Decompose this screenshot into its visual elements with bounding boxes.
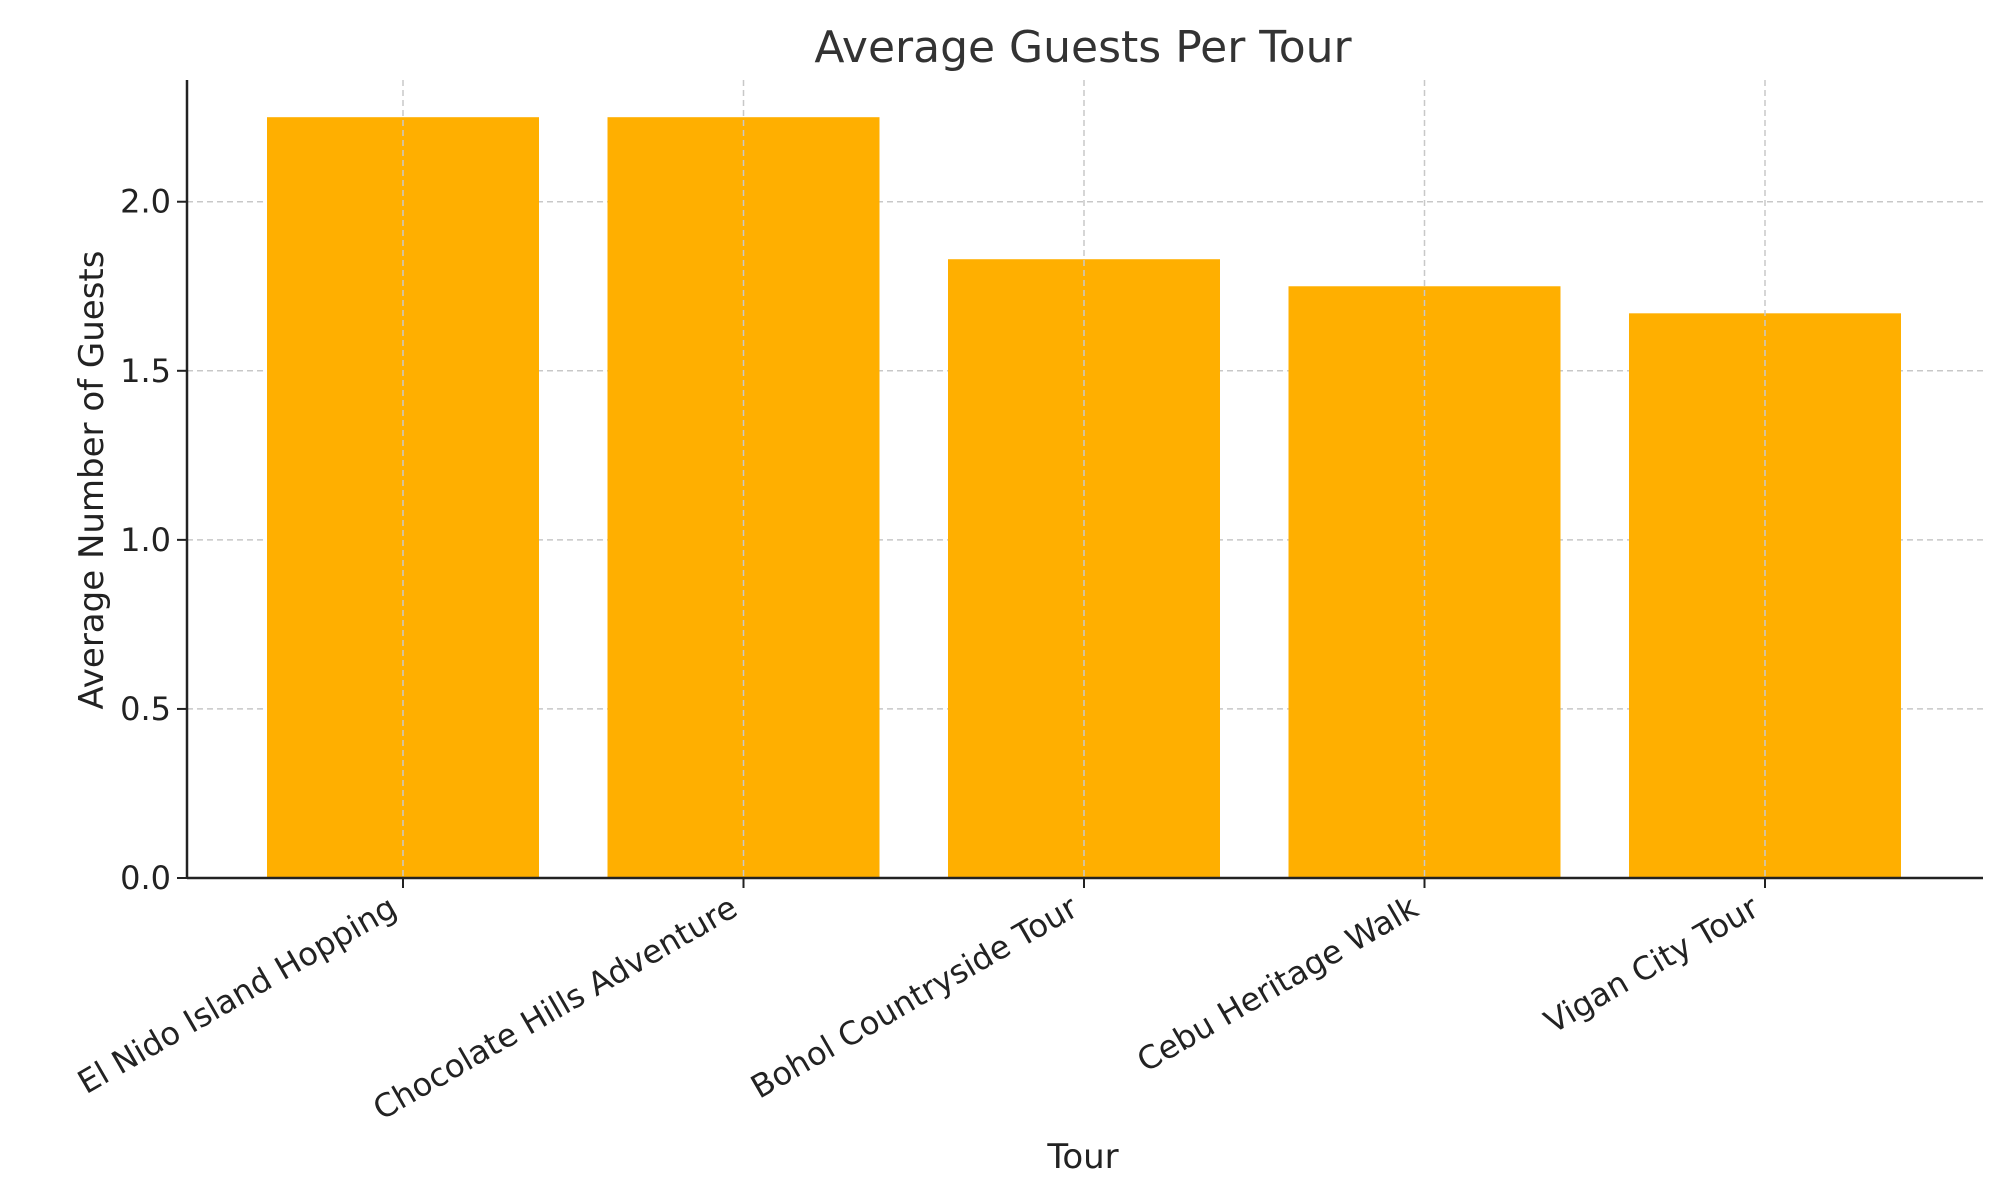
axes-layer [177,80,1983,888]
y-tick-label: 0.0 [120,859,171,897]
x-tick-label: Vigan City Tour [1538,888,1766,1042]
x-tick-label: Bohol Countryside Tour [744,888,1085,1107]
y-tick-label: 2.0 [120,183,171,221]
y-tick-label: 0.5 [120,690,171,728]
chart-title: Average Guests Per Tour [814,22,1352,73]
x-tick-label: Cebu Heritage Walk [1130,888,1424,1080]
vertical-grid-layer [402,80,1766,878]
x-tick-label: El Nido Island Hopping [71,888,403,1102]
y-tick-label: 1.5 [120,352,171,390]
y-axis-label: Average Number of Guests [72,251,112,710]
x-axis-label: Tour [1046,1137,1118,1177]
y-tick-label: 1.0 [120,521,171,559]
x-tick-label: Chocolate Hills Adventure [367,888,744,1128]
y-tick-labels: 0.0 0.5 1.0 1.5 2.0 [120,183,171,897]
